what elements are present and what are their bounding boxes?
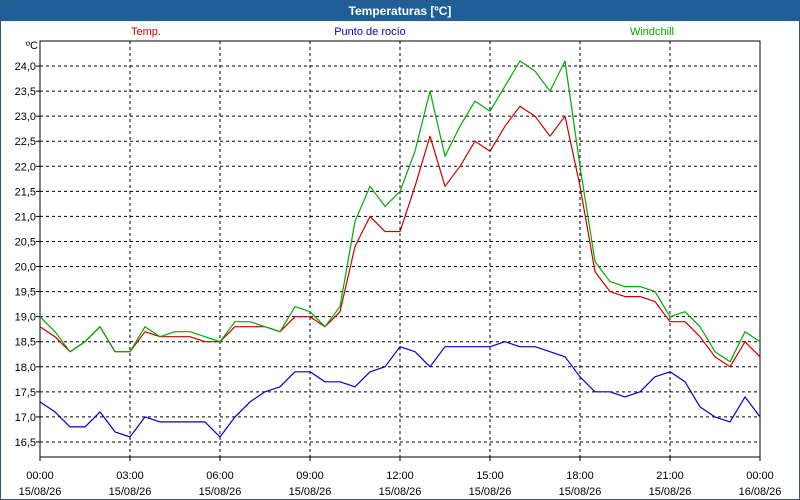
x-tick-date: 15/08/26: [109, 486, 152, 498]
x-tick-date: 16/08/26: [739, 486, 782, 498]
legend-entry-2: Windchill: [630, 26, 674, 38]
y-tick-label: 23,5: [15, 86, 36, 98]
x-tick-time: 03:00: [116, 470, 144, 482]
legend-entry-0: Temp.: [131, 26, 161, 38]
y-tick-label: 24,0: [15, 61, 36, 73]
window-title: Temperaturas [ºC]: [1, 1, 799, 21]
x-tick-time: 21:00: [656, 470, 684, 482]
y-tick-labels: 16,5 17,0 17,5 18,0 18,5 19,0 19,5 20,0 20,5 21,0…: [15, 61, 36, 449]
x-tick-date: 15/08/26: [289, 486, 332, 498]
y-tick-label: 22,0: [15, 161, 36, 173]
y-tick-label: 19,5: [15, 287, 36, 299]
legend: Temp. Punto de rocío Windchill: [131, 26, 674, 38]
x-tick-time: 00:00: [26, 470, 54, 482]
y-axis-label: ºC: [26, 40, 38, 52]
x-tick-date: 15/08/26: [19, 486, 62, 498]
x-tick-time: 15:00: [476, 470, 504, 482]
series-line-2: [39, 60, 761, 363]
x-tick-date: 15/08/26: [469, 486, 512, 498]
x-tick-time: 18:00: [566, 470, 594, 482]
x-tick-date: 15/08/26: [379, 486, 422, 498]
y-tick-label: 18,5: [15, 337, 36, 349]
y-tick-label: 20,5: [15, 236, 36, 248]
y-tick-label: 23,0: [15, 111, 36, 123]
y-tick-label: 21,5: [15, 186, 36, 198]
y-tick-label: 20,0: [15, 262, 36, 274]
x-tick-date: 15/08/26: [199, 486, 242, 498]
series-line-1: [39, 341, 761, 438]
series-lines: [39, 60, 761, 438]
y-tick-label: 16,5: [15, 437, 36, 449]
y-tick-label: 18,0: [15, 362, 36, 374]
grid: [36, 41, 761, 461]
x-tick-labels: 00:00 15/08/26 03:00 15/08/26 06:00 15/08/26 0…: [19, 470, 782, 498]
y-tick-label: 17,0: [15, 412, 36, 424]
y-tick-label: 22,5: [15, 136, 36, 148]
x-tick-time: 00:00: [746, 470, 774, 482]
x-tick-time: 09:00: [296, 470, 324, 482]
x-tick-time: 06:00: [206, 470, 234, 482]
legend-entry-1: Punto de rocío: [334, 26, 406, 38]
x-tick-time: 12:00: [386, 470, 414, 482]
x-tick-date: 15/08/26: [649, 486, 692, 498]
y-tick-label: 19,0: [15, 312, 36, 324]
x-tick-date: 15/08/26: [559, 486, 602, 498]
y-tick-label: 17,5: [15, 387, 36, 399]
y-tick-label: 21,0: [15, 211, 36, 223]
